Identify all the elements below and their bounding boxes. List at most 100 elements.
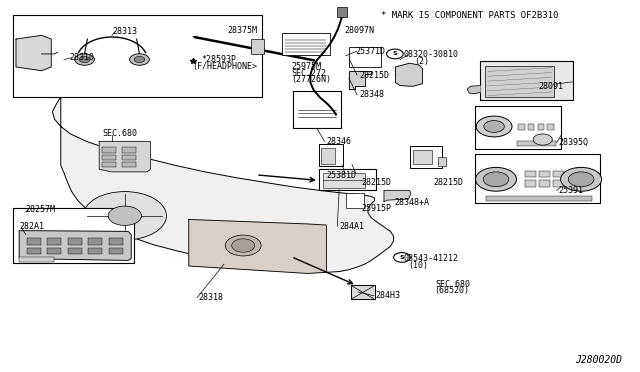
Text: 25391: 25391 [558, 186, 583, 195]
Text: (10): (10) [408, 261, 428, 270]
Text: 28313: 28313 [112, 27, 137, 36]
Text: 28346: 28346 [326, 137, 351, 146]
Text: (2): (2) [415, 57, 429, 65]
Bar [486, 196, 592, 201]
Text: * MARK IS COMPONENT PARTS OF2B310: * MARK IS COMPONENT PARTS OF2B310 [381, 11, 558, 20]
Bar [122, 155, 136, 160]
Text: 08320-30810: 08320-30810 [403, 50, 458, 59]
Bar [102, 147, 116, 153]
Bar [346, 193, 364, 208]
Bar [337, 7, 347, 17]
Bar [525, 171, 536, 177]
Circle shape [83, 192, 166, 240]
Bar [19, 257, 54, 262]
Polygon shape [99, 141, 150, 172]
Bar [88, 248, 102, 254]
Circle shape [75, 54, 95, 65]
Bar [102, 155, 116, 160]
Text: (27726N): (27726N) [291, 75, 332, 84]
Bar [413, 150, 432, 164]
Bar [122, 162, 136, 167]
Bar [475, 154, 600, 203]
Polygon shape [349, 71, 371, 89]
Bar [27, 238, 41, 245]
Circle shape [561, 167, 602, 191]
Bar [475, 106, 561, 149]
Bar [410, 146, 442, 168]
Polygon shape [396, 63, 422, 86]
Bar [321, 148, 335, 164]
Text: 282A1: 282A1 [19, 222, 44, 231]
Bar [438, 157, 446, 166]
Text: (68520): (68520) [434, 286, 469, 295]
Text: 25371D: 25371D [355, 47, 385, 56]
Bar [480, 61, 573, 100]
Text: 25975M: 25975M [291, 62, 321, 71]
Bar [13, 208, 134, 263]
Text: 28215D: 28215D [433, 178, 463, 187]
Circle shape [394, 253, 410, 262]
Text: 28097N: 28097N [344, 26, 374, 35]
Bar [102, 162, 116, 167]
Bar [351, 285, 375, 299]
Bar [47, 238, 61, 245]
Text: 28257M: 28257M [26, 205, 56, 214]
Circle shape [387, 49, 403, 59]
Bar [88, 238, 102, 245]
Text: 28348+A: 28348+A [395, 198, 430, 207]
Polygon shape [52, 97, 394, 272]
Text: 25915P: 25915P [362, 204, 392, 213]
Circle shape [483, 172, 509, 187]
Circle shape [232, 239, 255, 252]
Bar [319, 144, 343, 166]
Text: *28593P: *28593P [202, 55, 237, 64]
Circle shape [225, 235, 261, 256]
Text: 28375M: 28375M [227, 26, 257, 35]
Circle shape [129, 54, 149, 65]
Text: 28318: 28318 [198, 293, 223, 302]
Bar [539, 180, 550, 187]
Bar [251, 39, 264, 54]
Polygon shape [189, 219, 326, 273]
Bar [538, 124, 544, 130]
Text: S: S [399, 255, 404, 260]
Circle shape [108, 206, 141, 225]
Text: 28310: 28310 [69, 53, 94, 62]
Bar [109, 238, 123, 245]
Bar [517, 141, 556, 146]
Bar [13, 15, 262, 97]
Bar [293, 91, 341, 128]
Bar [547, 124, 554, 130]
Text: SEC.272: SEC.272 [291, 69, 326, 78]
Bar [528, 124, 534, 130]
Bar [553, 180, 564, 187]
Text: 25381D: 25381D [326, 171, 356, 180]
Bar [319, 169, 376, 190]
Text: 284A1: 284A1 [339, 222, 364, 231]
Text: 28215D: 28215D [360, 71, 390, 80]
Circle shape [484, 121, 504, 132]
Text: S: S [392, 51, 397, 57]
Text: (F/HEADPHONE>: (F/HEADPHONE> [192, 62, 257, 71]
Bar [47, 248, 61, 254]
Bar [68, 238, 82, 245]
Bar [282, 33, 330, 55]
Polygon shape [19, 231, 131, 260]
Text: 08543-41212: 08543-41212 [403, 254, 458, 263]
Bar [525, 180, 536, 187]
Bar [323, 173, 365, 188]
Text: J280020D: J280020D [575, 355, 622, 365]
Bar [518, 124, 525, 130]
Bar [553, 171, 564, 177]
Bar [68, 248, 82, 254]
Circle shape [476, 116, 512, 137]
Bar [109, 248, 123, 254]
Circle shape [134, 57, 145, 62]
Circle shape [476, 167, 516, 191]
Polygon shape [16, 35, 51, 71]
Text: 284H3: 284H3 [376, 291, 401, 300]
Text: SEC.680: SEC.680 [435, 280, 470, 289]
Circle shape [79, 57, 90, 62]
Bar [27, 248, 41, 254]
Text: 28395Q: 28395Q [558, 138, 588, 147]
